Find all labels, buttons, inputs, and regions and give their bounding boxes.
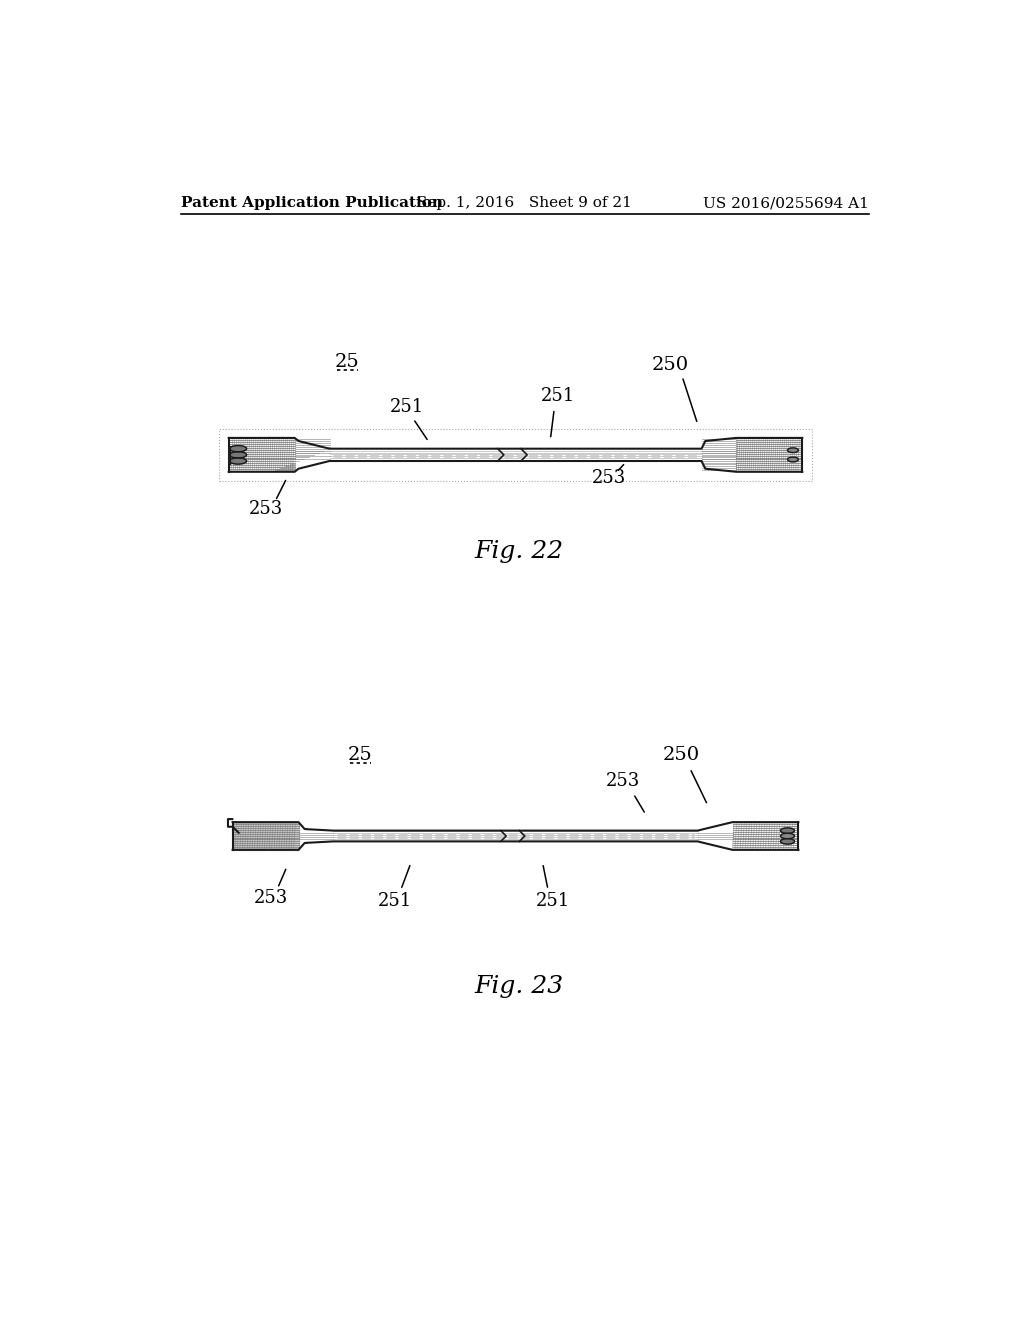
Text: Fig. 22: Fig. 22: [475, 540, 564, 562]
Text: 251: 251: [390, 399, 424, 416]
Bar: [232, 822, 299, 850]
Ellipse shape: [229, 458, 247, 465]
Text: Patent Application Publication: Patent Application Publication: [180, 197, 442, 210]
Ellipse shape: [229, 451, 247, 458]
Text: Sep. 1, 2016   Sheet 9 of 21: Sep. 1, 2016 Sheet 9 of 21: [418, 197, 632, 210]
Text: 253: 253: [605, 772, 640, 789]
Text: 25: 25: [335, 354, 359, 371]
Text: 250: 250: [652, 356, 689, 374]
Text: Fig. 23: Fig. 23: [475, 974, 564, 998]
Text: 25: 25: [348, 746, 373, 764]
Bar: [219, 429, 812, 480]
Text: 251: 251: [536, 892, 569, 911]
Ellipse shape: [787, 447, 799, 453]
Text: 250: 250: [663, 746, 700, 764]
Ellipse shape: [787, 457, 799, 462]
Ellipse shape: [229, 446, 247, 451]
Text: 251: 251: [378, 892, 413, 911]
Text: 251: 251: [541, 387, 575, 404]
Text: 253: 253: [254, 888, 289, 907]
Text: 253: 253: [249, 500, 283, 517]
Ellipse shape: [780, 828, 795, 833]
Ellipse shape: [780, 838, 795, 843]
Ellipse shape: [780, 833, 795, 838]
Text: US 2016/0255694 A1: US 2016/0255694 A1: [703, 197, 869, 210]
Text: 253: 253: [592, 469, 626, 487]
